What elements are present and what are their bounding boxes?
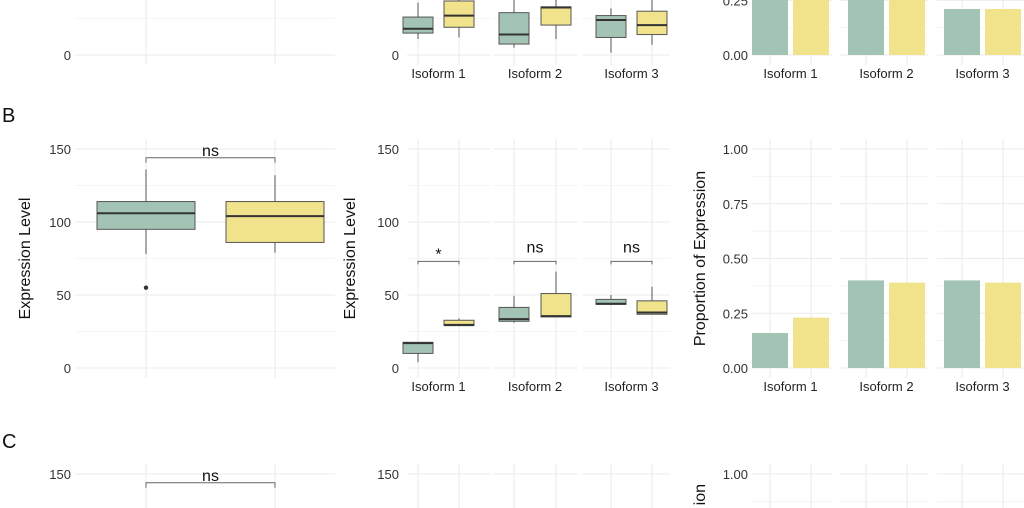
x-tick-label: Isoform 1 xyxy=(763,379,817,394)
significance-bracket xyxy=(417,260,460,265)
y-tick-label: 0 xyxy=(392,48,399,63)
x-tick-label: Isoform 2 xyxy=(508,66,562,81)
x-tick-label: Isoform 3 xyxy=(604,379,658,394)
bar xyxy=(944,280,980,368)
box xyxy=(443,0,475,28)
significance-bracket xyxy=(145,482,276,488)
y-tick-label: 0.00 xyxy=(723,361,748,376)
y-tick-label: 50 xyxy=(385,288,399,303)
y-tick-label: 0.75 xyxy=(723,197,748,212)
y-tick-label: 150 xyxy=(49,467,71,482)
bar xyxy=(889,282,925,368)
significance-label: ns xyxy=(202,143,219,160)
y-axis-label: Expression Level xyxy=(17,198,34,320)
bar xyxy=(985,282,1021,368)
x-tick-label: Isoform 2 xyxy=(859,66,913,81)
panel-label: B xyxy=(2,105,15,127)
bar xyxy=(889,0,925,55)
y-tick-label: 100 xyxy=(377,215,399,230)
box xyxy=(96,201,196,230)
box xyxy=(540,6,572,26)
y-tick-label: 0 xyxy=(392,361,399,376)
y-tick-label: 150 xyxy=(377,467,399,482)
y-tick-label: 0 xyxy=(64,48,71,63)
y-axis-label: Expression Level xyxy=(342,198,359,320)
box xyxy=(498,12,530,45)
x-tick-label: Isoform 2 xyxy=(859,379,913,394)
bar xyxy=(793,317,829,368)
bar xyxy=(793,0,829,55)
box xyxy=(498,306,530,322)
bar xyxy=(985,9,1021,55)
x-tick-label: Isoform 1 xyxy=(411,66,465,81)
bar xyxy=(944,9,980,55)
y-tick-label: 1.00 xyxy=(723,467,748,482)
y-tick-label: 150 xyxy=(49,142,71,157)
significance-label: ns xyxy=(623,239,640,256)
box xyxy=(636,10,668,36)
y-tick-label: 50 xyxy=(57,288,71,303)
y-tick-label: 0.00 xyxy=(723,48,748,63)
outlier-point xyxy=(143,285,149,290)
bar xyxy=(848,280,884,368)
y-tick-label: 1.00 xyxy=(723,142,748,157)
x-tick-label: Isoform 3 xyxy=(955,379,1009,394)
y-tick-label: 0 xyxy=(64,361,71,376)
box xyxy=(402,16,434,34)
x-tick-label: Isoform 2 xyxy=(508,379,562,394)
significance-bracket xyxy=(513,260,557,265)
y-tick-label: 0.50 xyxy=(723,252,748,267)
x-tick-label: Isoform 3 xyxy=(955,66,1009,81)
box xyxy=(595,15,627,38)
significance-bracket xyxy=(610,260,653,265)
bar xyxy=(752,0,788,55)
y-tick-label: 0.25 xyxy=(723,306,748,321)
panel-label: C xyxy=(2,431,16,453)
box xyxy=(636,300,668,315)
significance-label: ns xyxy=(202,468,219,485)
significance-label: ns xyxy=(527,239,544,256)
x-tick-label: Isoform 3 xyxy=(604,66,658,81)
y-tick-label: 0.25 xyxy=(723,0,748,8)
bar xyxy=(752,332,788,368)
x-tick-label: Isoform 1 xyxy=(763,66,817,81)
y-tick-label: 150 xyxy=(377,142,399,157)
box xyxy=(225,201,325,243)
x-tick-label: Isoform 1 xyxy=(411,379,465,394)
significance-bracket xyxy=(145,157,276,163)
y-axis-label: Proportion of Expression xyxy=(692,171,709,346)
significance-label: * xyxy=(435,246,441,263)
bar xyxy=(848,0,884,55)
box xyxy=(540,293,572,318)
y-tick-label: 100 xyxy=(49,215,71,230)
y-axis-label: ion xyxy=(692,484,709,505)
